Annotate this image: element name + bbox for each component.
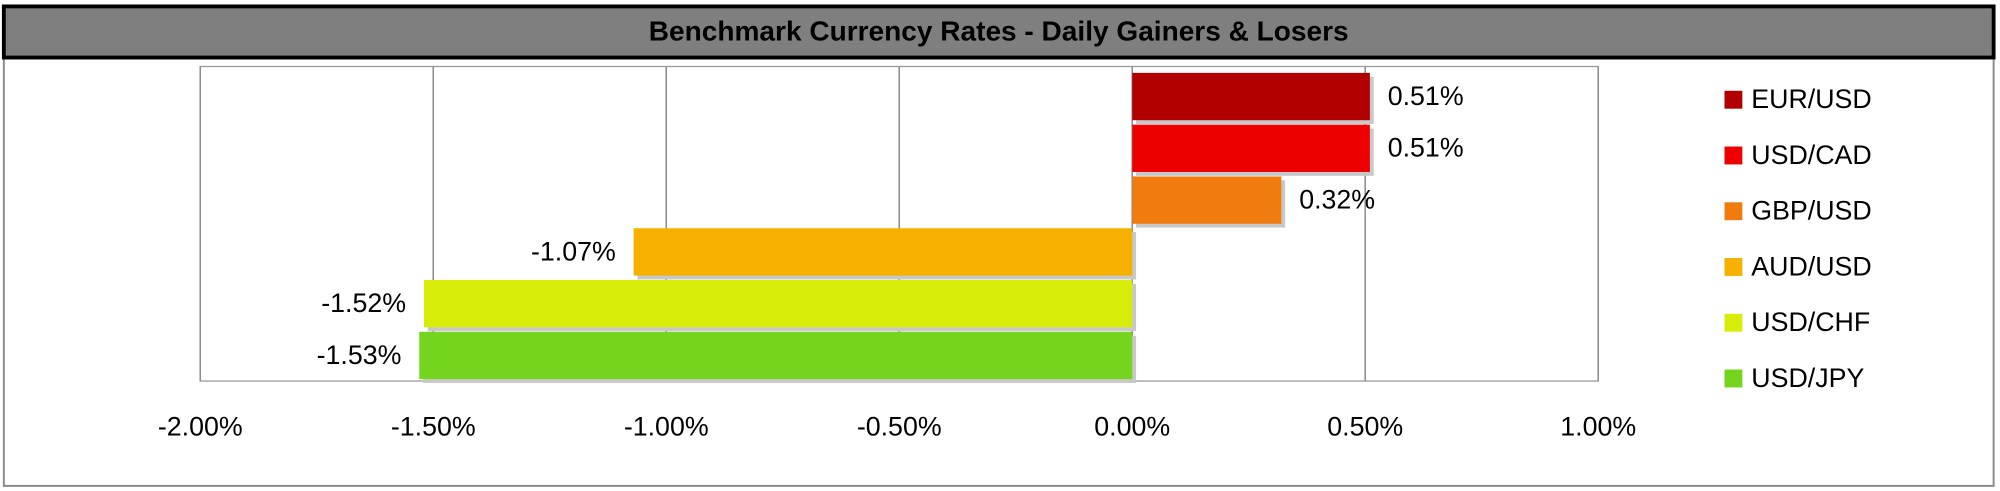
x-tick-label: 1.00% — [1560, 411, 1636, 441]
value-label: -1.52% — [321, 288, 406, 318]
legend-swatch — [1724, 313, 1743, 332]
title-bar — [1, 4, 1996, 60]
bar — [419, 331, 1133, 380]
bar — [633, 228, 1133, 276]
x-tick-label: -2.00% — [158, 411, 243, 441]
x-tick-label: -1.00% — [624, 411, 709, 441]
legend-label: GBP/USD — [1751, 196, 1871, 226]
legend-swatch — [1724, 258, 1743, 276]
value-label: 0.51% — [1388, 133, 1464, 163]
legend-swatch — [1724, 369, 1743, 388]
value-label: -1.53% — [317, 340, 402, 370]
x-tick-label: -1.50% — [391, 411, 476, 441]
legend-swatch — [1724, 202, 1743, 221]
chart-title: Benchmark Currency Rates - Daily Gainers… — [649, 16, 1349, 47]
bar — [1132, 124, 1370, 172]
bar — [423, 280, 1133, 328]
bar — [1132, 176, 1282, 224]
legend-label: EUR/USD — [1751, 84, 1871, 114]
legend-label: USD/JPY — [1751, 363, 1864, 393]
x-tick-label: -0.50% — [857, 411, 942, 441]
legend-swatch — [1724, 146, 1743, 165]
x-tick-label: 0.50% — [1327, 411, 1403, 441]
legend-label: USD/CHF — [1751, 307, 1870, 337]
x-tick-label: 0.00% — [1094, 411, 1170, 441]
value-label: 0.32% — [1299, 184, 1375, 214]
value-label: 0.51% — [1388, 81, 1464, 111]
bar — [1132, 72, 1370, 121]
legend-label: AUD/USD — [1751, 251, 1871, 281]
value-label: -1.07% — [531, 236, 616, 266]
legend-swatch — [1724, 90, 1743, 109]
legend-label: USD/CAD — [1751, 140, 1871, 170]
